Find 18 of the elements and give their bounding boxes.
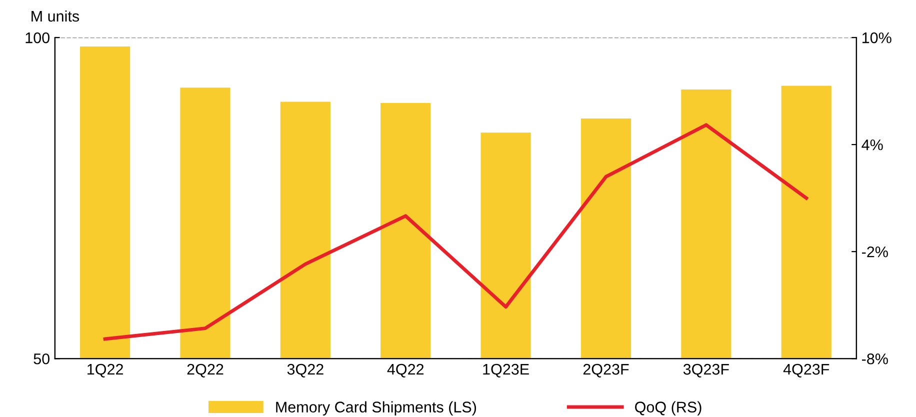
y-tick-label: 100 xyxy=(26,32,50,44)
x-tick-label: 4Q23F xyxy=(783,364,830,378)
legend-label: Memory Card Shipments (LS) xyxy=(276,401,476,416)
x-tick-label: 4Q22 xyxy=(387,364,424,378)
line-series xyxy=(103,123,808,341)
x-tick-label: 3Q23F xyxy=(683,364,729,378)
y-axis-title: M units xyxy=(32,10,80,22)
y2-tick-label: -8% xyxy=(862,353,888,364)
x-tick-label: 2Q23F xyxy=(583,364,629,378)
y-tick-label: 50 xyxy=(34,353,50,364)
x-tick-label: 2Q22 xyxy=(187,364,224,378)
legend-label: QoQ (RS) xyxy=(635,401,702,416)
x-tick-label: 1Q23E xyxy=(483,364,529,378)
y2-tick-label: 4% xyxy=(862,139,883,150)
x-tick-label: 3Q22 xyxy=(287,364,324,378)
x-tick-label: 1Q22 xyxy=(88,364,123,378)
y2-tick-label: 10% xyxy=(862,32,892,44)
y2-tick-label: -2% xyxy=(862,246,888,258)
